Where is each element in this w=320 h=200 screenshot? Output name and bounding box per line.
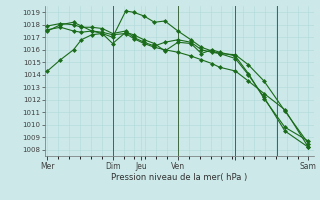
X-axis label: Pression niveau de la mer( hPa ): Pression niveau de la mer( hPa )	[111, 173, 247, 182]
